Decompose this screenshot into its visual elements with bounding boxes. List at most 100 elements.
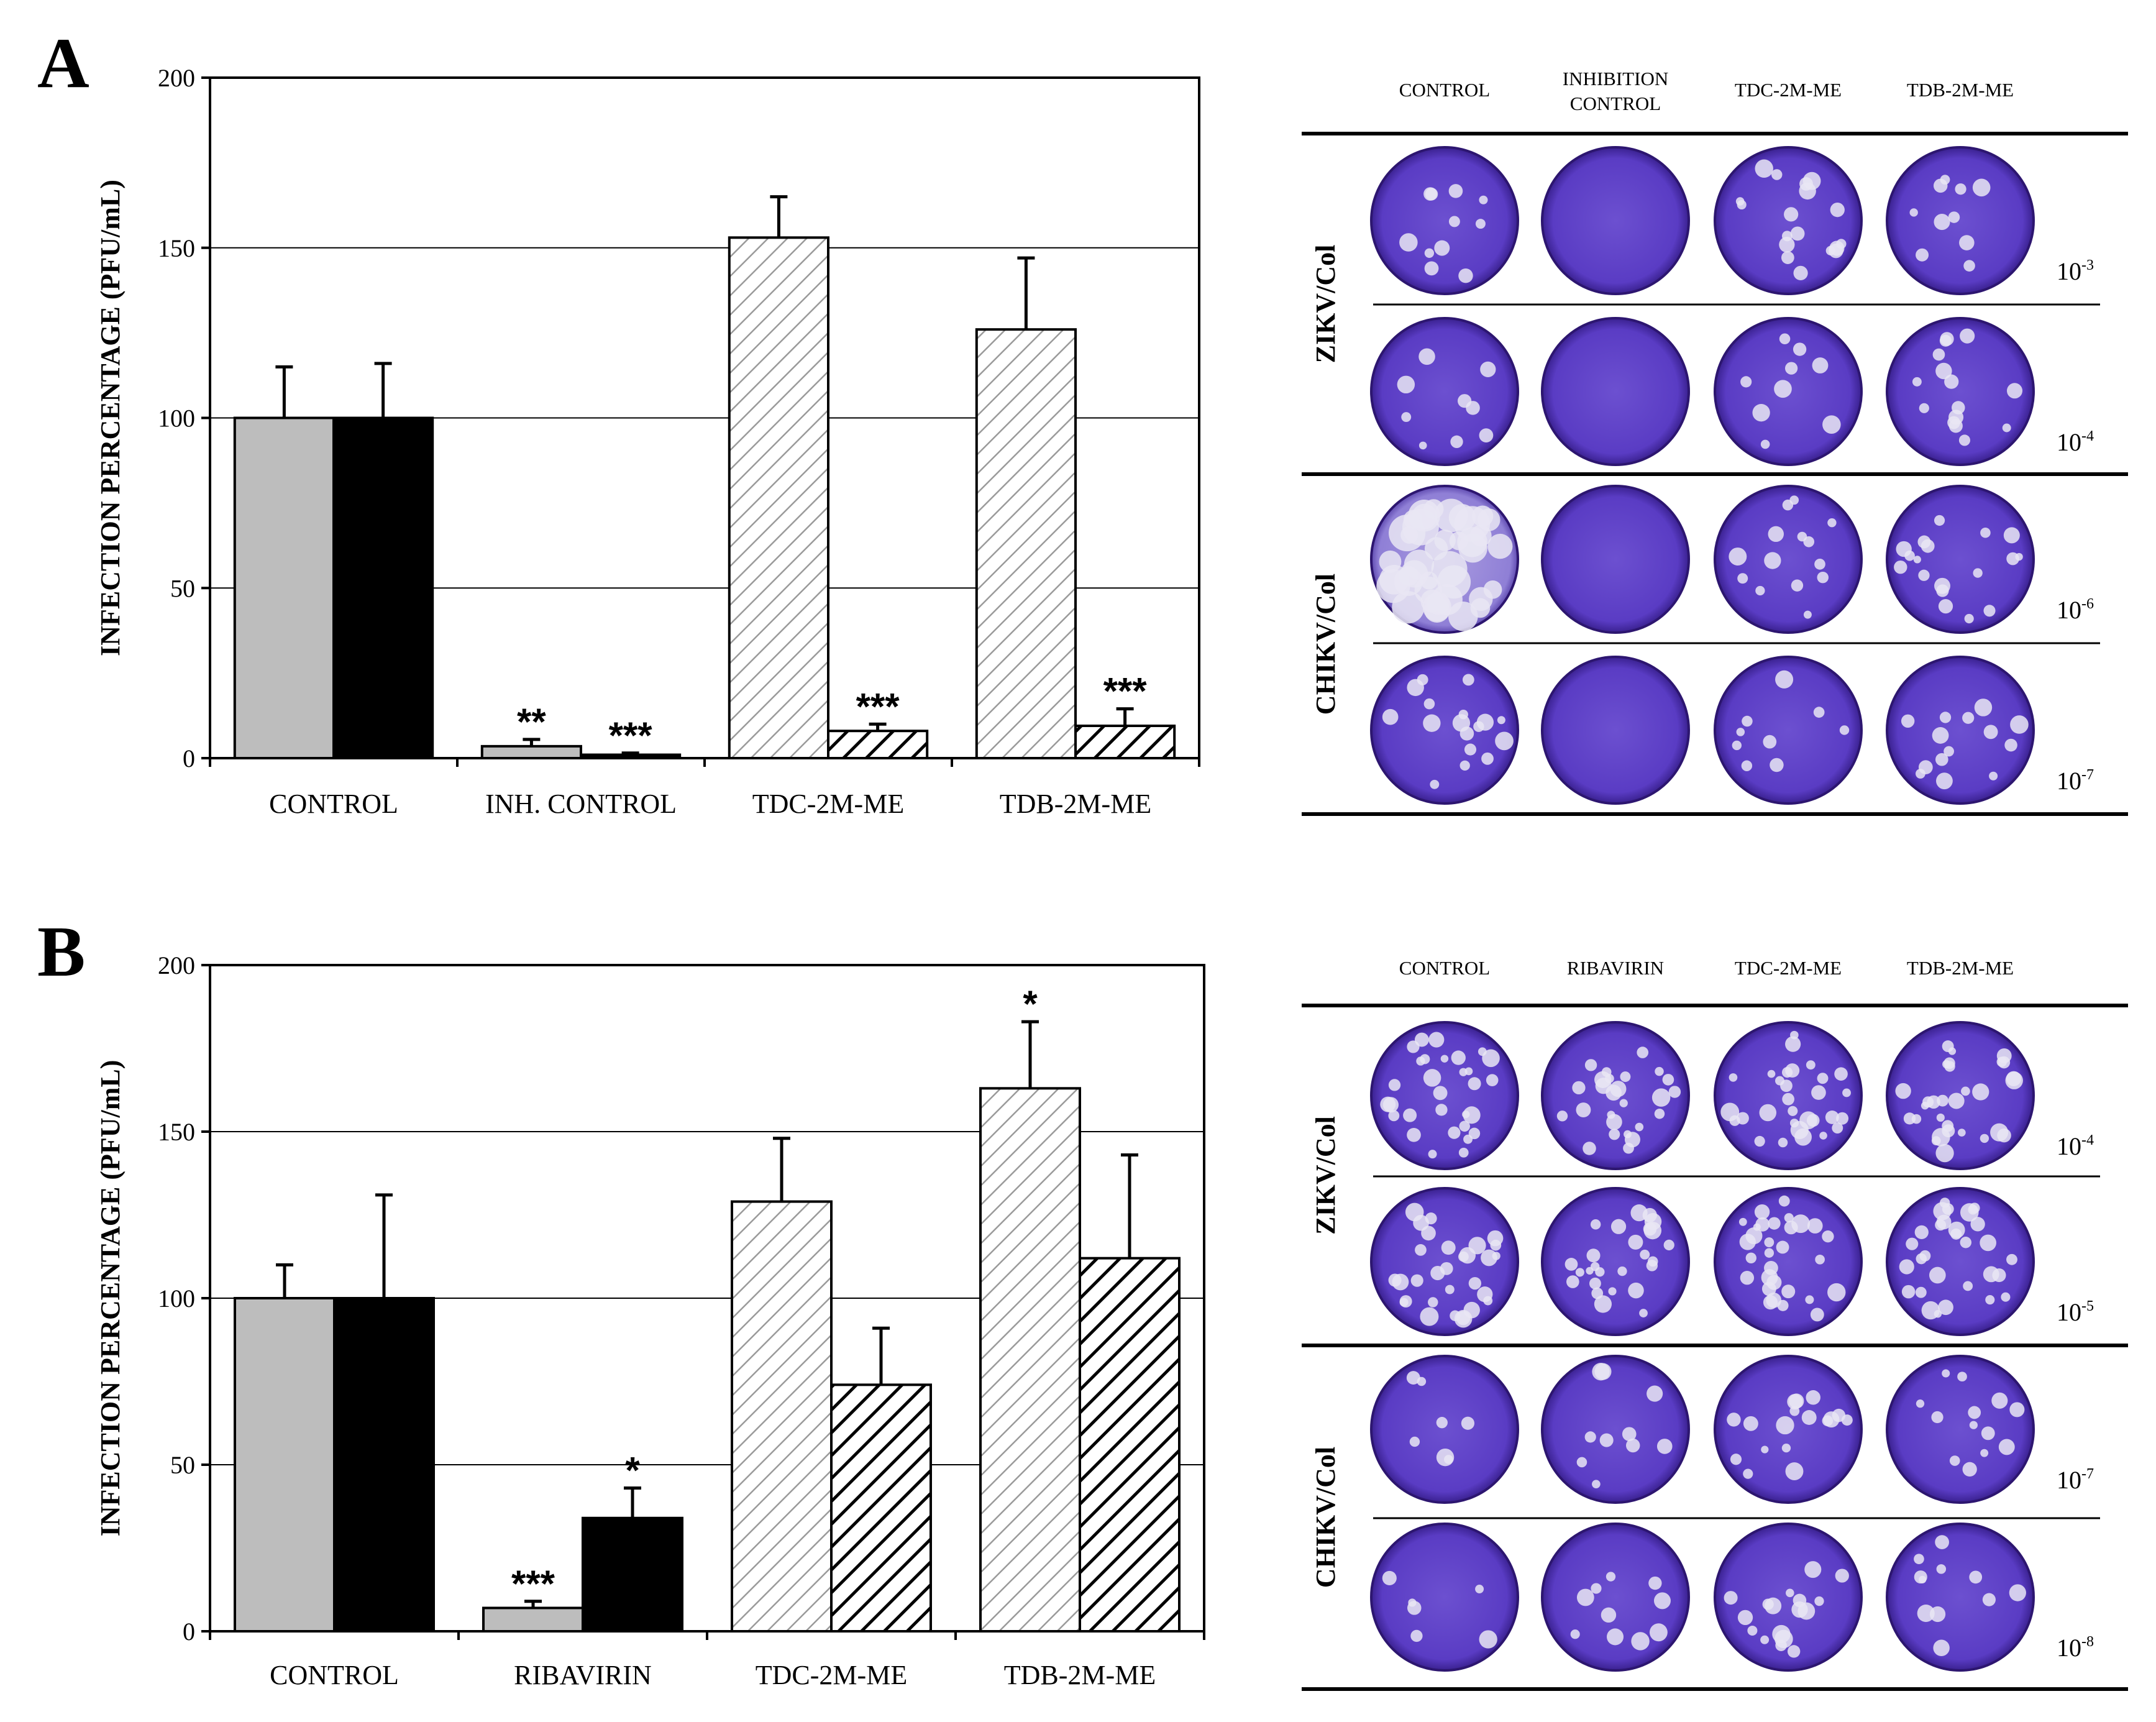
plaque — [1478, 508, 1501, 531]
plaque — [1745, 1252, 1756, 1263]
plate-well — [1541, 1187, 1690, 1336]
plaque — [1420, 1307, 1439, 1326]
plaque — [1827, 518, 1837, 528]
plaque — [1761, 1269, 1778, 1286]
plaque — [1932, 348, 1945, 361]
bar-gray — [233, 416, 335, 759]
plaque — [1793, 342, 1807, 356]
significance-stars: *** — [511, 1563, 555, 1605]
plaque — [1839, 725, 1850, 735]
plaque — [1464, 743, 1477, 756]
plaque — [1981, 1426, 1995, 1440]
plaque — [1445, 1285, 1455, 1294]
plaque — [1803, 610, 1812, 619]
plaque — [1468, 1077, 1481, 1091]
dilution-exponent: -7 — [2081, 767, 2094, 783]
plaque — [1778, 1195, 1790, 1207]
plate-well — [1714, 1187, 1863, 1336]
plaque — [1459, 1120, 1470, 1132]
plaque — [1781, 1285, 1796, 1299]
plaque — [1570, 1629, 1580, 1639]
plaque — [1619, 1099, 1628, 1107]
plaque — [1813, 707, 1825, 718]
plate-well — [1541, 1355, 1690, 1504]
plaque — [1787, 1645, 1801, 1658]
plate-well — [1886, 317, 2035, 466]
plaque — [1755, 1217, 1770, 1232]
plaque — [1827, 1283, 1846, 1302]
plaque — [1628, 1282, 1644, 1299]
plaque — [1916, 248, 1929, 262]
plate-dish — [1714, 485, 1863, 634]
plaque — [1960, 328, 1975, 344]
plaque — [1594, 1295, 1612, 1313]
plate-dish — [1541, 317, 1690, 466]
plaque — [1382, 1570, 1397, 1585]
dilution-label: 10-3 — [2057, 257, 2094, 285]
plaque — [1608, 1287, 1617, 1296]
plaque — [1479, 195, 1488, 204]
plaque — [1490, 1239, 1502, 1251]
plaque — [1755, 585, 1765, 596]
plaque — [1764, 1237, 1775, 1248]
plaque — [1586, 1248, 1601, 1263]
plaque — [1606, 1114, 1622, 1130]
significance-stars: *** — [609, 715, 653, 756]
plate-column-header: TDC-2M-ME — [1735, 79, 1842, 101]
plaque — [1651, 1088, 1671, 1107]
plaque — [1727, 1413, 1741, 1427]
plaque — [1784, 1221, 1798, 1235]
plaque — [1771, 169, 1783, 180]
plaque — [1797, 1602, 1816, 1620]
plaque — [1468, 1276, 1482, 1290]
plaque — [1776, 1240, 1789, 1254]
plaque — [1985, 1295, 1995, 1305]
plate-well — [1886, 1523, 2035, 1672]
plaque — [1775, 670, 1794, 689]
plaque — [1486, 1074, 1499, 1086]
panel-letter: A — [37, 24, 89, 103]
plaque — [1799, 182, 1816, 200]
plaque — [1817, 571, 1829, 584]
plaque — [1591, 1287, 1604, 1299]
plaque — [1806, 1114, 1820, 1127]
dilution-label: 10-4 — [2057, 428, 2094, 456]
plaque — [1423, 1069, 1441, 1087]
plaque — [1942, 1040, 1954, 1053]
plaque — [1428, 1150, 1437, 1159]
plaque — [1931, 1136, 1941, 1146]
plaque — [1730, 1454, 1742, 1465]
plaque — [1969, 1421, 1978, 1429]
plaque — [1961, 1086, 1970, 1096]
plaque — [1832, 1122, 1843, 1134]
plaque — [1932, 727, 1949, 744]
plaque — [1806, 1060, 1816, 1070]
y-tick-label: 0 — [183, 744, 195, 772]
plaque — [1786, 1588, 1794, 1598]
panel-b: B 0 50 100 150 200 INFECTION PERCENTAGE (PFU/m… — [37, 912, 2128, 1691]
plaque — [1458, 1251, 1469, 1262]
plaque — [1430, 1265, 1445, 1281]
bar-dark-hatch — [1074, 724, 1176, 760]
plaque — [1983, 605, 1996, 617]
plate-dish — [1541, 1187, 1690, 1336]
plaque — [1991, 1392, 2008, 1409]
plaque — [1462, 674, 1474, 686]
virus-group-label: CHIKV/Col — [1310, 574, 1341, 715]
plaque — [1737, 573, 1748, 584]
plaque — [1732, 740, 1742, 751]
plaque — [1420, 1054, 1430, 1065]
plaque — [1655, 1066, 1664, 1076]
dilution-label: 10-5 — [2057, 1298, 2094, 1326]
plaque — [1592, 1363, 1610, 1381]
plaque — [1942, 1120, 1954, 1132]
plaque — [1480, 361, 1496, 378]
plate-dish — [1370, 317, 1519, 466]
plaque — [1964, 613, 1974, 624]
plaque — [1973, 568, 1983, 578]
plaque — [1789, 495, 1799, 505]
plaque — [1741, 760, 1753, 771]
plate-dish — [1541, 1355, 1690, 1504]
plaque — [1410, 1274, 1423, 1287]
plaque — [1584, 1059, 1597, 1071]
